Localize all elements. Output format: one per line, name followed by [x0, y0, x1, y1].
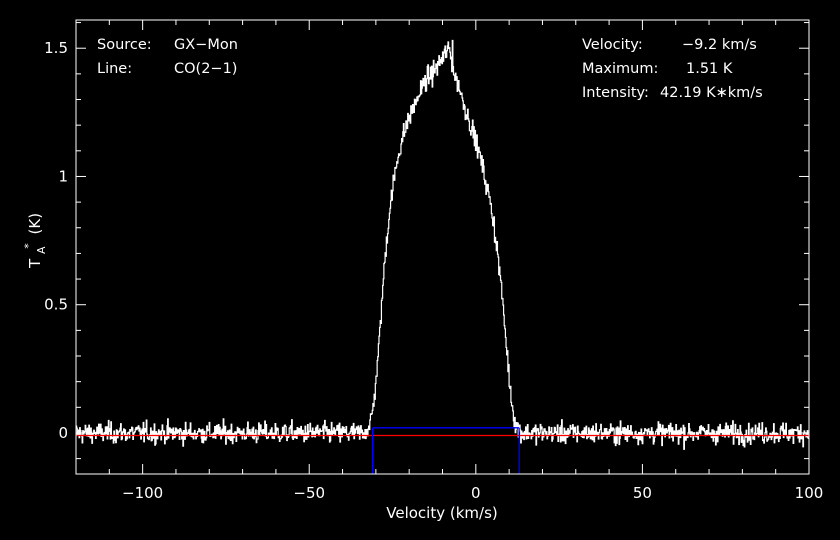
velocity-value: −9.2 km/s: [682, 37, 757, 53]
x-tick-label: 50: [633, 484, 652, 502]
axis-tick-labels: −100 −50 0 50 100 0 0.5 1 1.5: [44, 39, 823, 502]
y-tick-label: 1: [58, 167, 68, 185]
x-tick-label: 100: [795, 484, 824, 502]
intensity-value: 42.19 K∗km/s: [660, 85, 763, 101]
line-value: CO(2−1): [174, 61, 238, 77]
maximum-value: 1.51 K: [686, 61, 733, 77]
svg-text:T A *: T A * (K): [18, 213, 49, 269]
x-tick-label: −100: [122, 484, 163, 502]
y-axis-label: T A * (K): [18, 213, 49, 269]
maximum-label: Maximum:: [582, 61, 659, 77]
velocity-label: Velocity:: [582, 37, 643, 53]
x-axis-label: Velocity (km/s): [386, 504, 497, 522]
y-axis-label-main: T: [26, 258, 44, 269]
x-tick-label: −50: [293, 484, 325, 502]
intensity-label: Intensity:: [582, 85, 649, 101]
source-label: Source:: [97, 37, 152, 53]
line-label: Line:: [97, 61, 133, 77]
y-tick-label: 0.5: [44, 296, 68, 314]
y-tick-label: 1.5: [44, 39, 68, 57]
chart-marks: [76, 39, 809, 474]
plot-frame: [75, 19, 810, 475]
spectrum-line: [76, 39, 809, 450]
source-value: GX−Mon: [174, 37, 238, 53]
y-axis-label-unit: (K): [26, 213, 44, 235]
y-tick-label: 0: [58, 424, 68, 442]
x-tick-label: 0: [471, 484, 481, 502]
y-axis-label-sub: A: [35, 246, 48, 254]
y-axis-label-sup: *: [22, 243, 35, 249]
